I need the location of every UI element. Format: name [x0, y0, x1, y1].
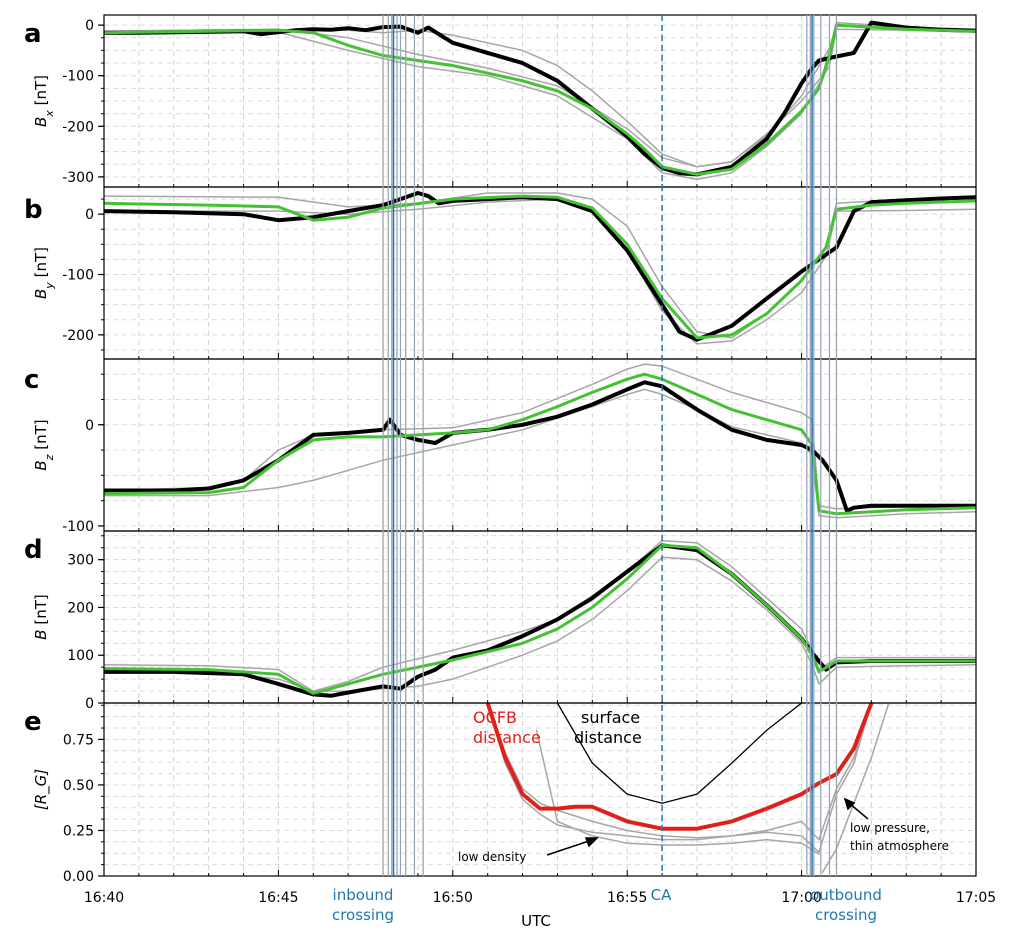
- y-axis-label-unit: [nT]: [32, 75, 50, 110]
- y-tick-label: 0.75: [63, 732, 94, 748]
- y-axis-label-base: [R_G]: [32, 769, 51, 810]
- ocfb-label-line1: OCFB: [473, 708, 517, 727]
- low-pressure-label-line1: low pressure,: [850, 821, 930, 835]
- panel-label-c: c: [24, 365, 39, 395]
- outbound-label-line1: outbound: [810, 886, 882, 904]
- series-model_ensemble-d: [104, 539, 976, 692]
- y-tick-label: 300: [67, 553, 94, 569]
- series-model_ensemble-a: [104, 21, 976, 168]
- series-group-b: [104, 191, 976, 345]
- y-axis-label-base: B: [32, 117, 50, 127]
- y-tick-label: 100: [67, 648, 94, 664]
- y-axis-label: [R_G]: [32, 769, 51, 810]
- x-tick-label: 17:05: [956, 890, 996, 906]
- x-tick-label: 17:00: [781, 890, 821, 906]
- series-model_ensemble-e: [535, 729, 820, 855]
- series-group-d: [104, 539, 976, 698]
- panel-e: 0.00 0.25 0.50 0.75 [R_G]: [32, 702, 977, 885]
- event-lines-group: [382, 15, 838, 876]
- surface-label-line2: distance: [574, 728, 642, 747]
- y-axis-label: Bz [nT]: [32, 419, 56, 470]
- series-model_ensemble-a: [104, 25, 976, 168]
- y-tick-label: -100: [62, 519, 94, 535]
- x-tick-labels: 16:40 16:45 16:50 16:55 17:00 17:05: [84, 890, 996, 906]
- outbound-label-line2: crossing: [815, 906, 877, 924]
- y-axis-label-base: B: [32, 629, 50, 639]
- panel-label-a: a: [24, 19, 42, 49]
- y-tick-label: -200: [62, 119, 94, 135]
- panel-frame-e: [103, 702, 977, 877]
- series-observed-c: [104, 380, 976, 513]
- surface-label-line1: surface: [581, 708, 640, 727]
- x-tick-label: 16:55: [607, 890, 647, 906]
- ca-label: CA: [651, 886, 672, 904]
- arrow-low-density: [546, 837, 599, 856]
- series-model_best-a: [104, 23, 976, 176]
- series-model_ensemble-c: [104, 388, 976, 519]
- y-axis-label-unit: [nT]: [32, 247, 50, 282]
- y-tick-label: -200: [62, 328, 94, 344]
- y-tick-label: 0: [85, 696, 94, 712]
- low-pressure-label-line2: thin atmosphere: [850, 839, 949, 853]
- panel-b: 0 -100 -200 By [nT]: [32, 186, 977, 360]
- series-model_ensemble-c: [104, 363, 976, 510]
- series-model_ensemble-e: [486, 703, 873, 854]
- y-tick-label: 0.50: [63, 778, 94, 794]
- y-axis-label-subscript: y: [43, 282, 56, 290]
- y-tick-label: -300: [62, 170, 94, 186]
- series-model_ensemble-b: [104, 198, 976, 345]
- y-tick-label: 0.25: [63, 823, 94, 839]
- series-model_ensemble-e: [486, 703, 873, 841]
- y-axis-label-subscript: x: [43, 110, 56, 118]
- y-tick-label: 200: [67, 600, 94, 616]
- arrow-low-pressure: [843, 797, 869, 820]
- y-tick-label: 0: [85, 418, 94, 434]
- inbound-label-line1: inbound: [333, 886, 394, 904]
- y-tick-label: 0: [85, 18, 94, 34]
- y-tick-label: 0: [85, 207, 94, 223]
- panel-d: 0 100 200 300 B [nT]: [32, 530, 977, 712]
- y-tick-label: -100: [62, 268, 94, 284]
- panel-c: 0 -100 Bz [nT]: [32, 358, 977, 535]
- series-observed-d: [104, 543, 976, 698]
- y-axis-label: By [nT]: [32, 247, 56, 299]
- x-tick-label: 16:45: [258, 890, 298, 906]
- panel-a: 0 -100 -200 -300 Bx [nT]: [32, 14, 977, 188]
- panel-frame-d: [103, 530, 977, 704]
- series-model_best-d: [104, 543, 976, 695]
- series-model_best-b: [104, 194, 976, 340]
- series-model_ensemble-d: [104, 556, 976, 692]
- panel-label-d: d: [24, 535, 43, 565]
- series-surface-e: [556, 703, 803, 804]
- y-axis-label-subscript: z: [43, 454, 56, 461]
- y-axis-label: B [nT]: [32, 594, 50, 639]
- y-axis-label-unit: [nT]: [32, 594, 50, 629]
- series-observed-b: [104, 191, 976, 342]
- inbound-label-line2: crossing: [332, 906, 394, 924]
- x-tick-label: 16:40: [84, 890, 124, 906]
- y-axis-label-base: B: [32, 289, 50, 299]
- y-tick-label: -100: [62, 69, 94, 85]
- low-density-label: low density: [458, 850, 526, 864]
- series-group-c: [104, 363, 976, 519]
- panel-label-e: e: [24, 707, 42, 737]
- series-model_ensemble-a: [104, 28, 976, 181]
- y-axis-label-base: B: [32, 460, 50, 470]
- panel-label-b: b: [24, 195, 43, 225]
- y-axis-label: Bx [nT]: [32, 75, 56, 127]
- x-tick-label: 16:50: [433, 890, 473, 906]
- y-axis-label-unit: [nT]: [32, 419, 50, 454]
- y-tick-label: 0.00: [63, 869, 94, 885]
- panels-group: 0 -100 -200 -300 Bx [nT] 0 -100 -200 By [nT] 0 -10…: [32, 14, 977, 885]
- x-axis-label: UTC: [521, 912, 551, 930]
- ocfb-label-line2: distance: [473, 728, 541, 747]
